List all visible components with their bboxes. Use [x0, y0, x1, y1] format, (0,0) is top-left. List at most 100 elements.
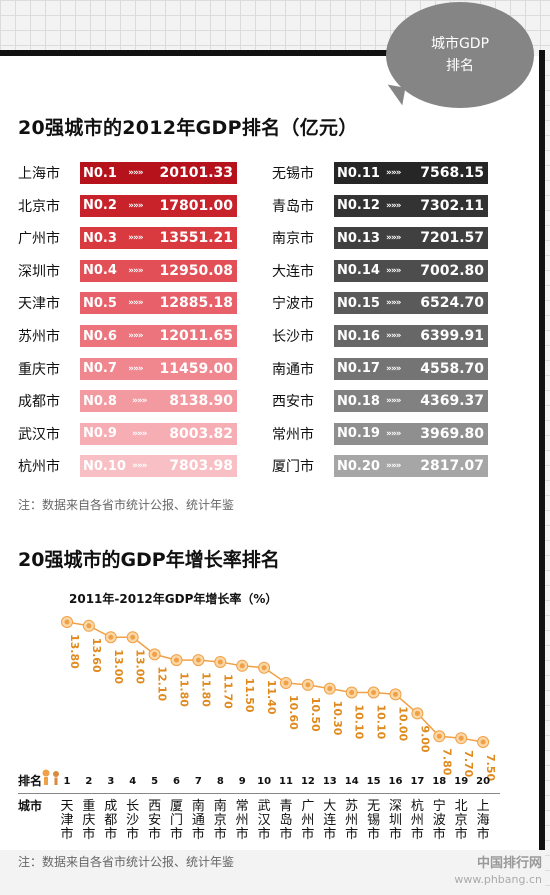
city-tick-label: 南通市 [191, 799, 205, 842]
rank-tick-label: 9 [239, 776, 246, 787]
data-point-core [436, 733, 442, 739]
ranking-row: 北京市 N0.2 »»» 17801.00 [18, 190, 237, 222]
ranking-city-name: 西安市 [272, 394, 314, 411]
ranking-city-name: 南京市 [272, 231, 314, 248]
city-axis-label: 城市 [18, 799, 43, 813]
ranking-bar: N0.1 »»» 20101.33 [80, 162, 237, 184]
ranking-row: 广州市 N0.3 »»» 13551.21 [18, 222, 237, 254]
city-tick-label: 大连市 [323, 799, 337, 842]
ranking-bar: N0.8 »»» 8138.90 [80, 390, 237, 413]
data-label: 11.80 [178, 672, 191, 707]
data-point-core [152, 651, 158, 657]
rank-tick-label: 11 [279, 776, 293, 787]
people-icon [42, 769, 59, 785]
data-point-core [86, 623, 92, 629]
rank-axis-label: 排名 [18, 774, 43, 788]
gdp-value: 12011.65 [159, 328, 233, 344]
ranking-city-name: 厦门市 [272, 459, 314, 476]
city-tick-label: 成都市 [104, 799, 118, 842]
data-label: 10.50 [309, 697, 322, 732]
data-label: 9.00 [418, 725, 431, 752]
footer-area [0, 850, 545, 895]
rank-tick-label: 1 [64, 776, 71, 787]
ranking-row: 天津市 N0.5 »»» 12885.18 [18, 287, 237, 319]
data-point-core [195, 657, 201, 663]
city-tick-label: 无锡市 [367, 799, 381, 842]
ranking-row: 南通市 N0.17 »»» 4558.70 [272, 353, 488, 385]
rank-tick-label: 15 [367, 776, 381, 787]
double-chevron-icon: »»» [128, 200, 143, 211]
ranking-city-name: 南通市 [272, 361, 314, 378]
ranking-row: 深圳市 N0.4 »»» 12950.08 [18, 255, 237, 287]
ranking-bar: N0.4 »»» 12950.08 [80, 259, 237, 282]
gdp-value: 12950.08 [159, 262, 233, 279]
gdp-value: 7201.57 [420, 230, 484, 247]
city-tick-label: 深圳市 [388, 799, 402, 842]
ranking-bar: N0.18 »»» 4369.37 [334, 390, 488, 413]
ranking-row: 杭州市 N0.10 »»» 7803.98 [18, 450, 237, 482]
ranking-row: 重庆市 N0.7 »»» 11459.00 [18, 353, 237, 385]
double-chevron-icon: »»» [386, 461, 401, 472]
ranking-city-name: 深圳市 [18, 263, 60, 280]
rank-tick-label: 19 [454, 776, 468, 787]
rank-number: N0.13 [337, 230, 380, 246]
rank-tick-label: 10 [257, 776, 271, 787]
gdp-value: 7803.98 [169, 458, 233, 475]
data-point-core [371, 689, 377, 695]
rank-number: N0.8 [83, 393, 117, 409]
gdp-value: 8003.82 [169, 425, 233, 442]
rank-number: N0.3 [83, 230, 117, 246]
data-label: 10.60 [287, 695, 300, 730]
rank-number: N0.12 [337, 198, 380, 214]
rank-number: N0.15 [337, 295, 380, 311]
data-label: 11.70 [221, 674, 234, 709]
rank-tick-label: 14 [345, 776, 359, 787]
data-point-core [108, 634, 114, 640]
ranking-bar: N0.7 »»» 11459.00 [80, 357, 237, 380]
ranking-row: 常州市 N0.19 »»» 3969.80 [272, 418, 488, 450]
source-note-1: 注：数据来自各省市统计公报、统计年鉴 [18, 498, 235, 512]
double-chevron-icon: »»» [128, 265, 143, 276]
data-label: 11.80 [199, 672, 212, 707]
data-label: 10.10 [353, 704, 366, 739]
data-point-core [480, 739, 486, 745]
double-chevron-icon: »»» [128, 331, 143, 341]
city-tick-label: 北京市 [454, 799, 468, 842]
rank-number: N0.6 [83, 328, 117, 344]
double-chevron-icon: »»» [386, 331, 401, 341]
ranking-city-name: 成都市 [18, 394, 60, 411]
gdp-value: 20101.33 [159, 165, 233, 181]
x-axis-line [18, 793, 500, 794]
rank-number: N0.4 [83, 263, 117, 279]
data-point-core [64, 619, 70, 625]
rank-number: N0.14 [337, 263, 380, 279]
data-label: 7.70 [462, 750, 475, 777]
data-label: 10.10 [375, 704, 388, 739]
data-label: 11.50 [243, 678, 256, 713]
gdp-value: 7302.11 [420, 197, 484, 214]
rank-tick-label: 17 [410, 776, 424, 787]
section-badge: 城市GDP 排名 [386, 2, 534, 108]
ranking-row: 上海市 N0.1 »»» 20101.33 [18, 157, 237, 189]
gdp-value: 12885.18 [159, 295, 233, 312]
ranking-city-name: 广州市 [18, 231, 60, 248]
ranking-city-name: 北京市 [18, 198, 60, 215]
badge-line1: 城市GDP [430, 36, 490, 52]
city-tick-label: 上海市 [476, 799, 490, 842]
ranking-row: 西安市 N0.18 »»» 4369.37 [272, 385, 488, 417]
rank-tick-label: 2 [85, 776, 92, 787]
city-tick-label: 武汉市 [257, 799, 271, 842]
rank-number: N0.1 [83, 165, 117, 181]
ranking-bar: N0.19 »»» 3969.80 [334, 422, 488, 445]
data-label: 7.80 [440, 748, 453, 775]
frame-top-border [0, 50, 395, 56]
ranking-row: 成都市 N0.8 »»» 8138.90 [18, 385, 237, 417]
ranking-bar: N0.17 »»» 4558.70 [334, 357, 488, 380]
ranking-city-name: 长沙市 [272, 329, 314, 345]
data-label: 13.60 [90, 638, 103, 673]
ranking-bar: N0.2 »»» 17801.00 [80, 194, 237, 217]
double-chevron-icon: »»» [386, 298, 401, 309]
city-tick-label: 南京市 [213, 799, 227, 842]
data-point-core [458, 735, 464, 741]
gdp-value: 8138.90 [169, 393, 233, 410]
